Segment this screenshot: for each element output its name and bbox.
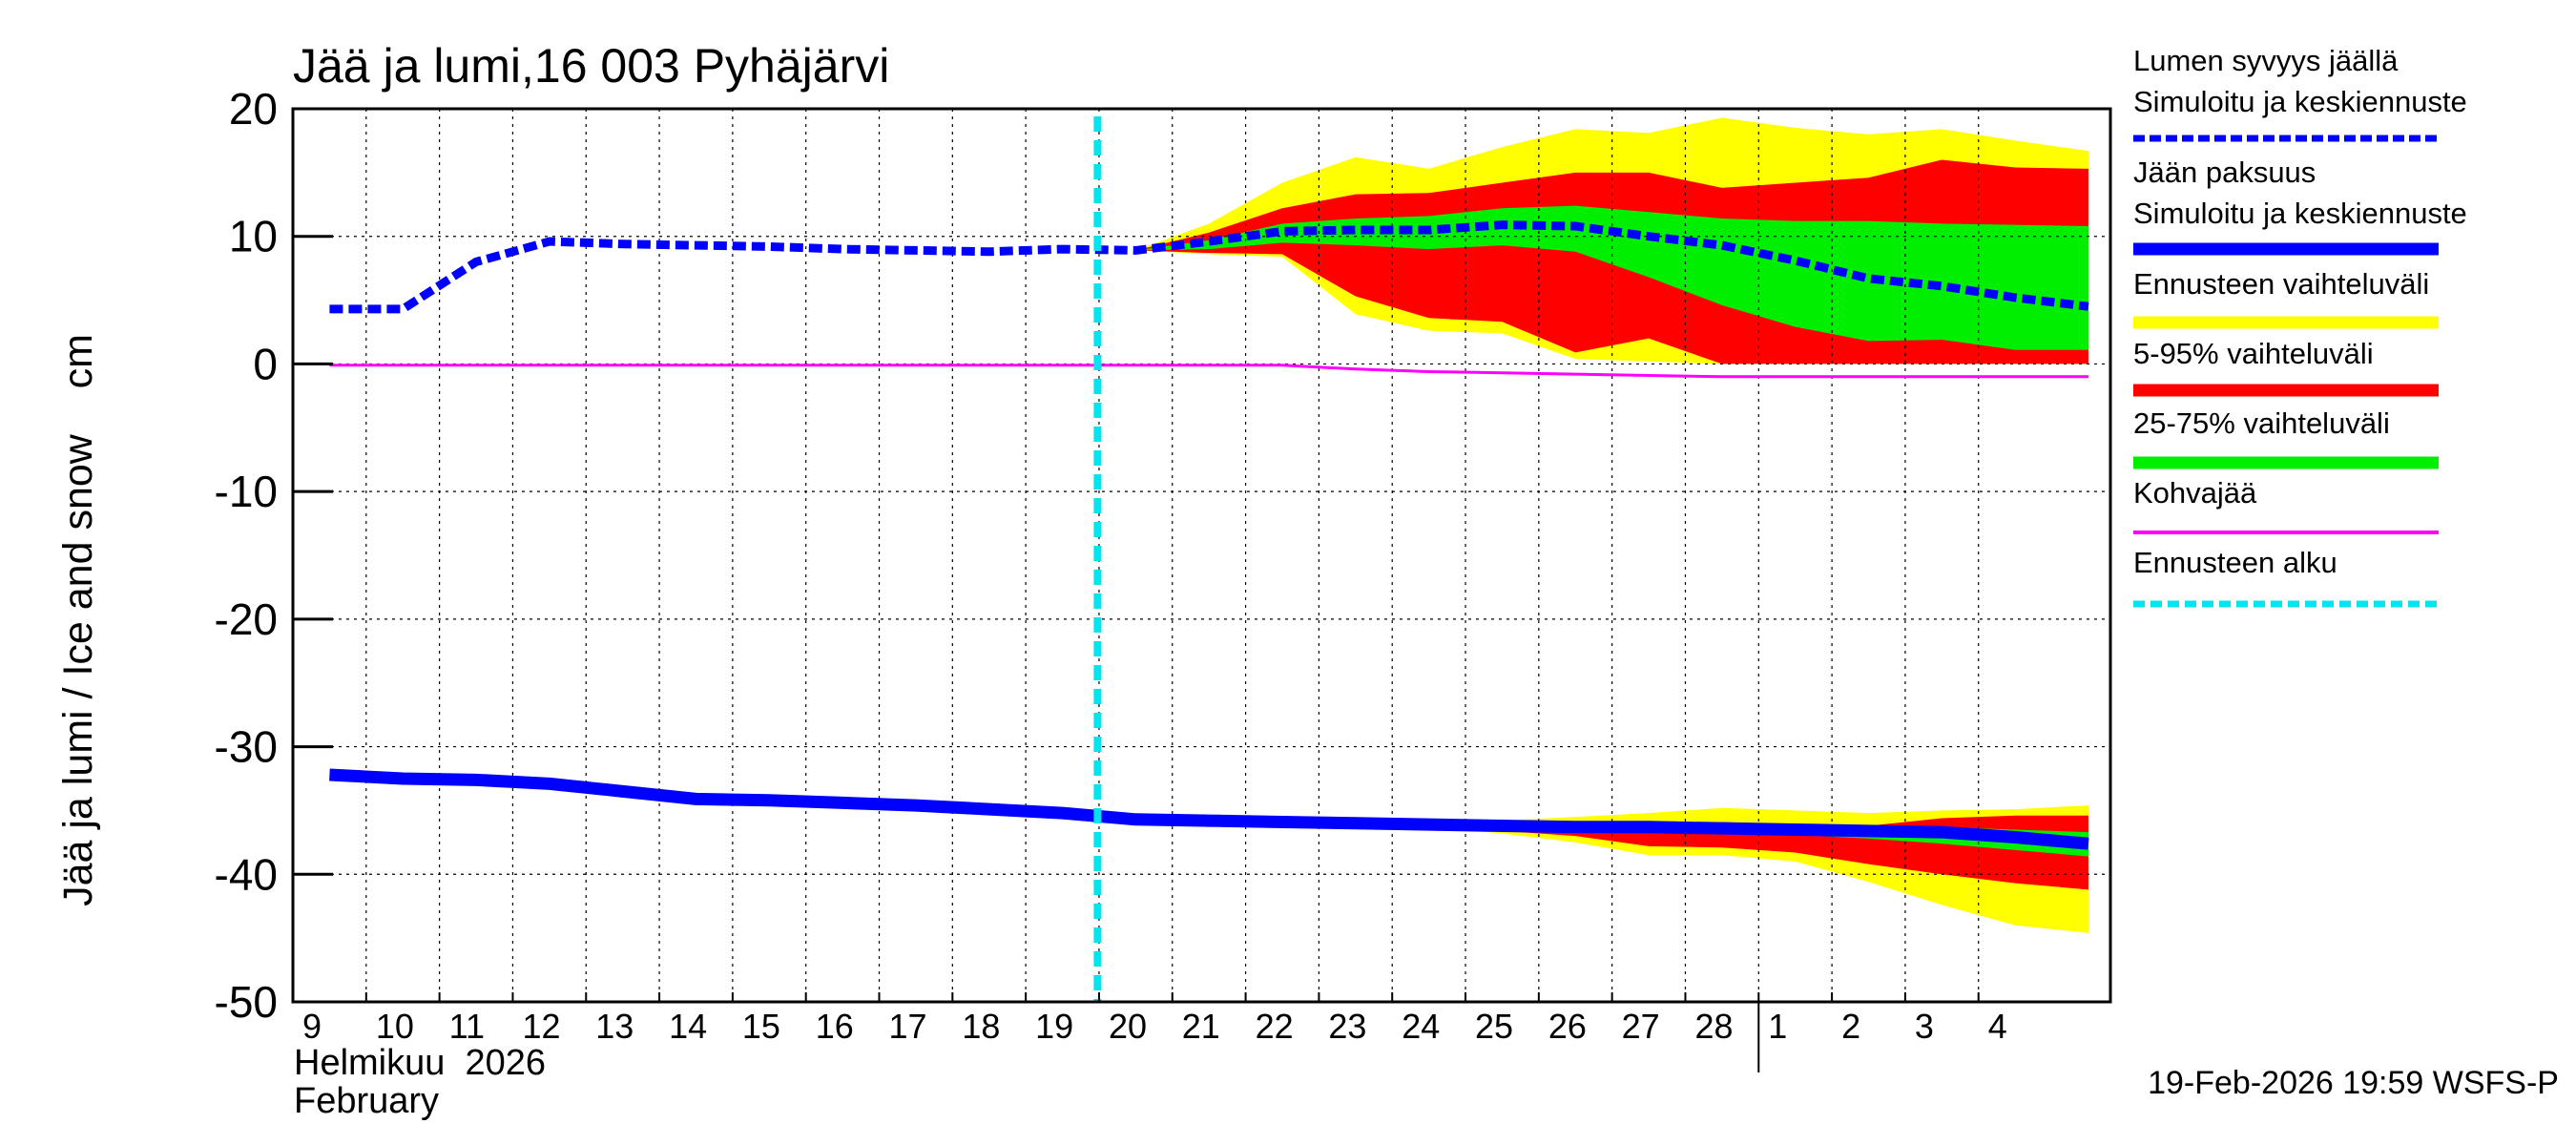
snow-band-range_25_75 — [1135, 205, 2088, 350]
y-tick-label: -20 — [215, 594, 278, 644]
x-tick-label: 2 — [1841, 1007, 1860, 1046]
legend-label-range_full: Ennusteen vaihteluväli — [2133, 267, 2429, 301]
x-axis-month-en: February — [294, 1081, 439, 1121]
y-tick-label: 0 — [253, 339, 278, 388]
legend-label-snow_header: Lumen syvyys jäällä — [2133, 44, 2399, 77]
x-tick-label: 19 — [1035, 1007, 1073, 1046]
x-tick-label: 16 — [816, 1007, 854, 1046]
legend-label-forecast_start: Ennusteen alku — [2133, 546, 2337, 579]
x-tick-label: 24 — [1402, 1007, 1440, 1046]
chart-title: Jää ja lumi,16 003 Pyhäjärvi — [293, 39, 889, 93]
legend-label-ice_mean: Simuloitu ja keskiennuste — [2133, 197, 2467, 230]
y-tick-label: -30 — [215, 722, 278, 772]
x-axis-month-fi: Helmikuu 2026 — [294, 1043, 546, 1083]
legend: Lumen syvyys jäällä Simuloitu ja keskienn… — [2133, 44, 2467, 608]
x-tick-label: 14 — [669, 1007, 707, 1046]
y-tick-label: -40 — [215, 849, 278, 899]
legend-label-range_25_75: 25-75% vaihteluväli — [2133, 406, 2390, 440]
footer-timestamp: 19-Feb-2026 19:59 WSFS-P — [2148, 1065, 2559, 1101]
x-tick-label: 18 — [962, 1007, 1000, 1046]
plot-frame — [291, 107, 2112, 1004]
legend-label-snow_mean: Simuloitu ja keskiennuste — [2133, 85, 2467, 118]
x-tick-label: 25 — [1475, 1007, 1513, 1046]
x-tick-label: 17 — [889, 1007, 927, 1046]
x-tick-label: 1 — [1768, 1007, 1787, 1046]
x-tick-label: 3 — [1915, 1007, 1934, 1046]
x-tick-label: 26 — [1548, 1007, 1587, 1046]
legend-label-ice_header: Jään paksuus — [2133, 156, 2316, 189]
x-tick-label: 28 — [1694, 1007, 1733, 1046]
snow-depth-mean-line — [329, 220, 2089, 314]
x-tick-label: 12 — [522, 1007, 560, 1046]
y-tick-label: -10 — [215, 467, 278, 516]
x-tick-label: 22 — [1256, 1007, 1294, 1046]
x-tick-label: 13 — [595, 1007, 634, 1046]
y-tick-label: 10 — [229, 212, 278, 261]
y-tick-label: 20 — [229, 84, 278, 134]
plot-area — [291, 107, 2112, 1004]
y-axis-label: Jää ja lumi / Ice and snow cm — [55, 334, 101, 906]
x-tick-label: 9 — [302, 1007, 322, 1046]
x-tick-label: 23 — [1328, 1007, 1366, 1046]
ice-thickness-mean-line — [329, 768, 2089, 850]
x-tick-label: 11 — [449, 1007, 485, 1046]
x-tick-label: 27 — [1622, 1007, 1660, 1046]
x-tick-label: 4 — [1988, 1007, 2007, 1046]
x-tick-label: 15 — [742, 1007, 780, 1046]
x-tick-label: 10 — [376, 1007, 414, 1046]
x-tick-label: 21 — [1182, 1007, 1220, 1046]
legend-label-range_5_95: 5-95% vaihteluväli — [2133, 337, 2374, 370]
legend-label-slush: Kohvajää — [2133, 476, 2257, 510]
slush-ice-line — [329, 364, 2088, 379]
x-tick-label: 20 — [1109, 1007, 1147, 1046]
y-tick-label: -50 — [215, 977, 278, 1027]
